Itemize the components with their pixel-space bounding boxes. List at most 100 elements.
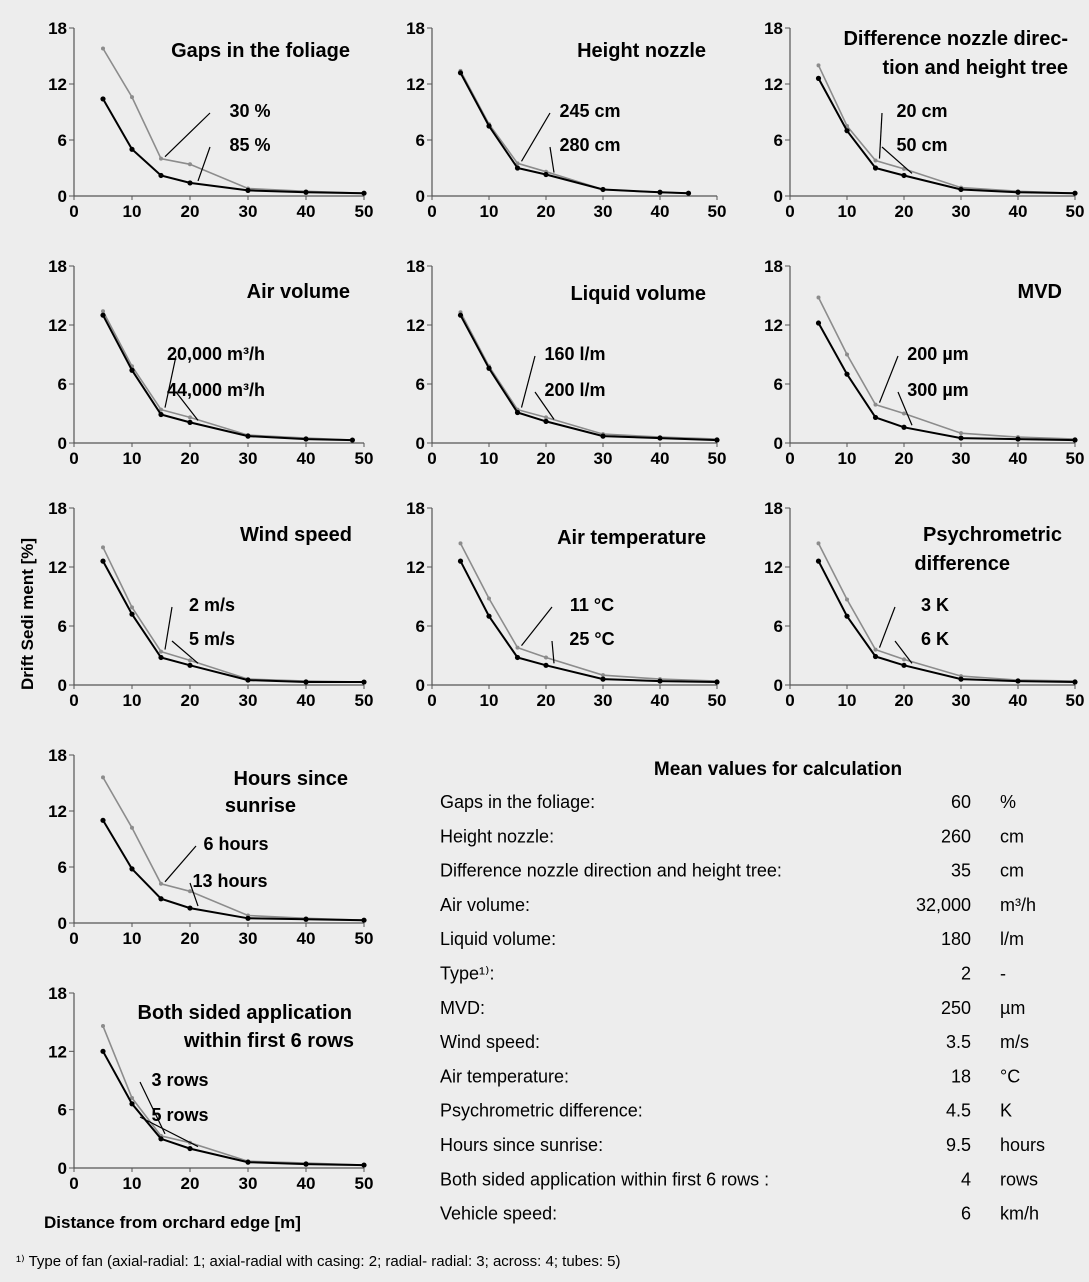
y-tick-label: 12: [48, 316, 67, 335]
data-point: [1015, 678, 1021, 684]
y-tick-label: 12: [406, 558, 425, 577]
x-tick-label: 20: [181, 202, 200, 221]
table-row: Height nozzle: 260 cm: [440, 826, 1024, 846]
data-point: [187, 180, 193, 186]
y-tick-label: 0: [774, 434, 783, 453]
table-row: Type¹⁾: 2 -: [440, 964, 1006, 984]
series-leader-line: [534, 391, 555, 420]
x-tick-label: 0: [69, 691, 78, 710]
data-point: [188, 658, 192, 663]
x-tick-label: 10: [123, 449, 142, 468]
data-point: [303, 916, 309, 922]
table-row-value: 3.5: [946, 1032, 971, 1052]
data-point: [902, 657, 906, 662]
chart-panel-1: 0 6 12 18 0 10 20 30 40 50 Gaps in the foliage 30 %…: [48, 19, 373, 221]
x-tick-label: 20: [537, 202, 556, 221]
data-point: [657, 189, 663, 195]
data-point: [303, 189, 309, 195]
table-row-label: Gaps in the foliage:: [440, 792, 595, 812]
data-point: [159, 156, 163, 161]
series-leader-line: [520, 355, 536, 408]
x-tick-label: 0: [785, 691, 794, 710]
data-point: [845, 352, 849, 357]
data-point: [187, 1145, 193, 1152]
series-leader-line: [894, 640, 913, 664]
data-point: [349, 437, 355, 443]
chart-title: Height nozzle: [577, 40, 706, 62]
data-point: [845, 597, 849, 602]
y-tick-label: 6: [58, 375, 67, 394]
data-point: [657, 435, 663, 441]
chart-title: Both sided application: [138, 1002, 352, 1024]
data-point: [100, 312, 106, 318]
chart-panel-5: 0 6 12 18 0 10 20 30 40 50 Liquid volume 160 l/m 200…: [406, 257, 726, 468]
x-tick-label: 0: [69, 1174, 78, 1193]
y-tick-label: 0: [774, 187, 783, 206]
series-leader-line: [881, 146, 913, 174]
series-label-2: 5 rows: [151, 1105, 208, 1125]
data-point: [1072, 190, 1078, 196]
table-row-label: Psychrometric difference:: [440, 1101, 643, 1121]
x-tick-label: 20: [181, 929, 200, 948]
table-row-label: Hours since sunrise:: [440, 1135, 603, 1155]
data-point: [816, 295, 821, 300]
chart-title: Air volume: [247, 281, 350, 303]
series-leader-line: [164, 606, 173, 650]
table-row-value: 35: [951, 861, 971, 881]
y-tick-label: 18: [406, 499, 425, 518]
x-tick-label: 40: [651, 202, 670, 221]
x-tick-label: 30: [952, 449, 971, 468]
data-point: [458, 541, 463, 546]
series-label-1: 20 cm: [896, 101, 947, 121]
y-tick-label: 18: [406, 257, 425, 276]
data-point: [600, 186, 606, 193]
table-row-unit: rows: [1000, 1169, 1038, 1189]
x-tick-label: 50: [1066, 449, 1085, 468]
data-point: [657, 678, 663, 684]
chart-panel-7: 0 6 12 18 0 10 20 30 40 50 Wind speed 2 m/s 5 m/s: [48, 499, 373, 710]
y-tick-label: 18: [764, 499, 783, 518]
y-tick-label: 6: [774, 375, 783, 394]
data-point: [486, 123, 492, 129]
x-tick-label: 30: [594, 691, 613, 710]
y-tick-label: 12: [764, 316, 783, 335]
data-point: [873, 158, 878, 163]
series-label-2: 280 cm: [559, 135, 620, 155]
x-tick-label: 0: [69, 929, 78, 948]
table-row: Gaps in the foliage: 60%: [440, 792, 1016, 812]
data-point: [245, 915, 251, 921]
table-row-label: Air temperature:: [440, 1066, 569, 1086]
x-tick-label: 0: [427, 691, 436, 710]
data-point: [303, 1161, 309, 1167]
table-row: Air volume: 32,000 m³/h: [440, 895, 1036, 915]
series-leader-line: [897, 391, 913, 426]
data-point: [959, 431, 963, 436]
chart-panel-10: 0 6 12 18 0 10 20 30 40 50 Hours since sunrise 6 hou…: [48, 746, 373, 948]
table-row-unit: cm: [1000, 861, 1024, 881]
data-point: [361, 679, 367, 685]
table-row-label: Both sided application within first 6 ro…: [440, 1169, 769, 1189]
table-row-value: 4.5: [946, 1101, 971, 1121]
table-row-label: Air volume:: [440, 895, 530, 915]
x-tick-label: 20: [537, 691, 556, 710]
data-point: [101, 46, 105, 51]
x-tick-label: 50: [355, 929, 374, 948]
x-tick-label: 10: [838, 202, 857, 221]
chart-title: difference: [914, 553, 1010, 575]
data-point: [486, 613, 492, 619]
data-point: [515, 161, 520, 166]
chart-title: within first 6 rows: [183, 1030, 354, 1052]
data-point: [600, 676, 606, 682]
series-label-2: 50 cm: [896, 135, 947, 155]
table-row-value: 260: [941, 826, 971, 846]
data-point: [514, 409, 521, 416]
data-point: [958, 435, 964, 441]
series-leader-line: [171, 640, 199, 664]
data-point: [901, 424, 907, 430]
series-line-2: [459, 560, 718, 683]
x-tick-label: 40: [297, 929, 316, 948]
table-row-unit: hours: [1000, 1135, 1045, 1155]
y-tick-label: 12: [406, 316, 425, 335]
series-leader-line: [175, 391, 199, 421]
